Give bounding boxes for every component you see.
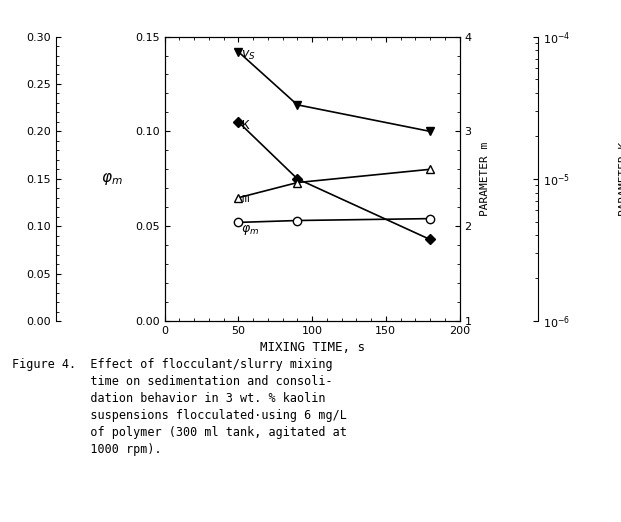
Text: Figure 4.  Effect of flocculant/slurry mixing
           time on sedimentation a: Figure 4. Effect of flocculant/slurry mi… bbox=[12, 358, 347, 456]
Text: m: m bbox=[242, 192, 249, 205]
Y-axis label: PARAMETER m: PARAMETER m bbox=[480, 141, 490, 216]
Text: K: K bbox=[242, 120, 249, 133]
Y-axis label: PARAMETER K: PARAMETER K bbox=[619, 141, 621, 216]
Text: $\varphi_m$: $\varphi_m$ bbox=[101, 171, 122, 187]
X-axis label: MIXING TIME, s: MIXING TIME, s bbox=[260, 341, 365, 354]
Text: $\varphi_m$: $\varphi_m$ bbox=[242, 223, 260, 237]
Text: $v_S$: $v_S$ bbox=[242, 49, 256, 62]
